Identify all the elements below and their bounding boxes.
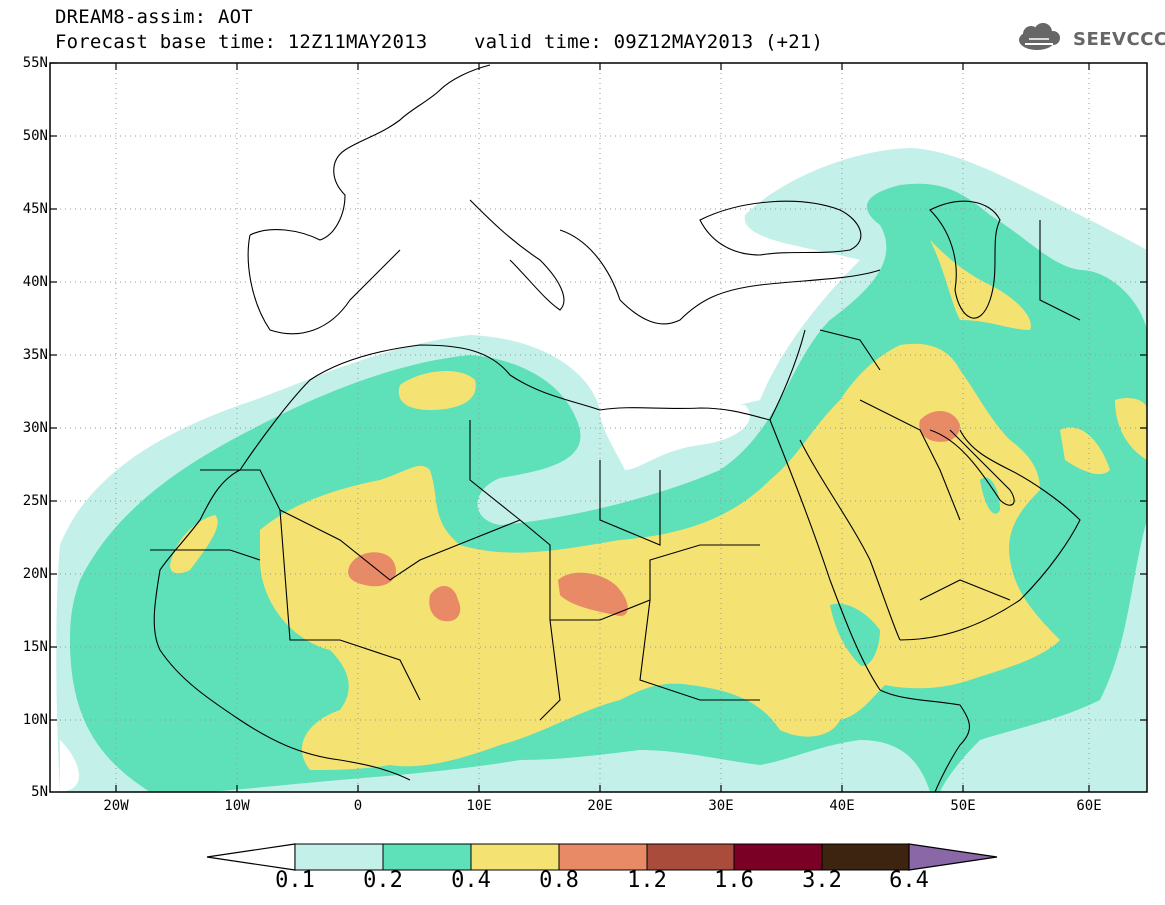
colorbar-label: 0.8 [539,868,579,893]
chart-title: DREAM8-assim: AOT [55,6,253,28]
lon-label: 10E [466,798,492,814]
colorbar-label: 1.2 [627,868,667,893]
lon-label: 60E [1076,798,1102,814]
lat-label: 55N [22,55,48,71]
lat-label: 35N [22,347,48,363]
lat-label: 10N [22,712,48,728]
chart-subtitle: Forecast base time: 12Z11MAY2013 valid t… [55,31,824,53]
lat-label: 25N [22,493,48,509]
axis-ticks [50,62,1147,792]
colorbar-label: 0.4 [451,868,491,893]
coastlines [150,64,1081,792]
lon-label: 10W [224,798,250,814]
lon-label: 20W [103,798,129,814]
colorbar-label: 3.2 [802,868,842,893]
lat-label: 45N [22,201,48,217]
lon-label: 0 [353,798,363,814]
colorbar-label: 6.4 [889,868,929,893]
lon-label: 30E [708,798,734,814]
lat-label: 40N [22,274,48,290]
aot-contour-0.8 [348,552,396,587]
lat-label: 20N [22,566,48,582]
colorbar-label: 1.6 [714,868,754,893]
logo-text: SEEVCCC [1073,29,1165,50]
lon-label: 50E [950,798,976,814]
lat-label: 5N [31,784,48,800]
lat-label: 50N [22,128,48,144]
lat-label: 15N [22,639,48,655]
colorbar-label: 0.2 [363,868,403,893]
seevccc-logo [1019,23,1060,50]
lon-label: 20E [587,798,613,814]
lon-label: 40E [829,798,855,814]
lat-label: 30N [22,420,48,436]
colorbar-label: 0.1 [275,868,315,893]
cloud-icon [1019,23,1060,50]
